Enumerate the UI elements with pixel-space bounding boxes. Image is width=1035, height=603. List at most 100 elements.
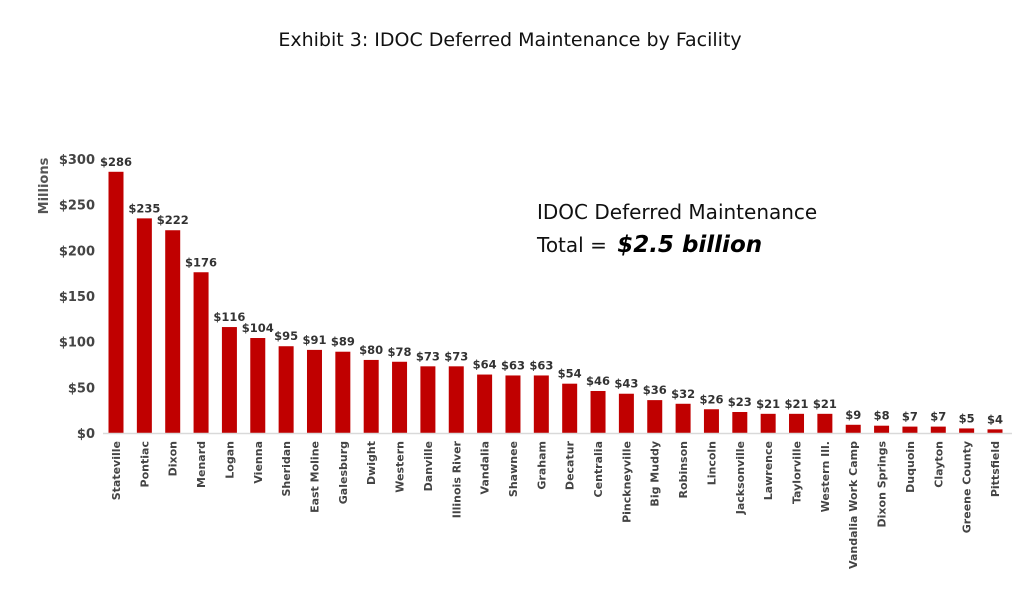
bar [335, 351, 351, 433]
value-label: $23 [728, 395, 752, 409]
value-label: $64 [473, 358, 497, 372]
annotation-line2: Total = $2.5 billion [536, 232, 762, 258]
value-label: $8 [874, 409, 890, 423]
bar [874, 425, 890, 433]
value-label: $286 [100, 155, 132, 169]
value-label: $5 [959, 411, 975, 425]
value-label: $32 [671, 387, 695, 401]
value-label: $9 [845, 408, 861, 422]
bar [732, 411, 748, 433]
bar [987, 429, 1003, 433]
x-tick-label: Centralia [592, 441, 605, 497]
x-tick-label: Vandalia Work Camp [847, 441, 860, 569]
y-axis-label: Millions [37, 157, 52, 214]
value-label: $43 [614, 377, 638, 391]
y-tick-label: $150 [59, 290, 95, 305]
value-label: $80 [359, 343, 383, 357]
bar [562, 383, 578, 433]
y-tick-label: $100 [59, 336, 95, 351]
x-tick-label: Pinckneyville [620, 441, 633, 523]
x-tick-label: Dixon Springs [876, 441, 889, 528]
annotation-prefix: Total = [536, 233, 613, 257]
value-label: $7 [930, 410, 946, 424]
bar [902, 426, 918, 433]
x-tick-label: Vandalia [479, 441, 492, 494]
bar [760, 413, 776, 433]
value-label: $36 [643, 383, 667, 397]
value-label: $116 [213, 310, 245, 324]
x-tick-label: Galesburg [337, 441, 350, 504]
x-tick-label: Taylorville [791, 441, 804, 504]
value-label: $95 [274, 329, 298, 343]
bar [533, 375, 549, 433]
x-tick-label: Lawrence [762, 441, 775, 500]
bar [136, 218, 152, 433]
x-tick-label: Dixon [167, 441, 180, 476]
y-tick-label: $50 [68, 381, 95, 396]
x-tick-label: Illinois River [450, 440, 463, 518]
annotation-total: $2.5 billion [617, 232, 762, 258]
bar [647, 400, 663, 433]
x-tick-label: East Moline [308, 441, 321, 513]
value-label: $73 [444, 349, 468, 363]
y-tick-label: $250 [59, 199, 95, 214]
x-tick-label: Decatur [564, 440, 577, 490]
value-label: $7 [902, 410, 918, 424]
value-label: $54 [558, 367, 582, 381]
bar [505, 375, 521, 433]
bar [250, 338, 266, 433]
annotation-line1: IDOC Deferred Maintenance [537, 200, 817, 224]
value-label: $63 [501, 358, 525, 372]
bar [477, 374, 493, 433]
value-label: $21 [756, 397, 780, 411]
bars: $286 Stateville $235 Pontiac $222 Dixon $176 Me… [100, 155, 1003, 569]
bar [193, 272, 209, 433]
value-label: $63 [529, 358, 553, 372]
x-tick-label: Big Muddy [649, 441, 662, 507]
y-tick-label: $200 [59, 244, 95, 259]
value-label: $104 [242, 321, 274, 335]
bar [959, 428, 975, 433]
x-tick-label: Danville [422, 441, 435, 491]
value-label: $91 [302, 333, 326, 347]
x-tick-label: Western [394, 441, 407, 493]
x-tick-label: Logan [223, 441, 236, 479]
y-tick-label: $0 [77, 427, 95, 442]
value-label: $89 [331, 335, 355, 349]
y-tick-label: $300 [59, 153, 95, 168]
value-label: $26 [699, 392, 723, 406]
bar [108, 171, 124, 433]
x-tick-label: Pontiac [138, 441, 151, 487]
bar [363, 359, 379, 433]
x-tick-label: Vienna [252, 441, 265, 484]
value-label: $176 [185, 255, 217, 269]
x-tick-label: Duquoin [904, 441, 917, 493]
bar [930, 426, 946, 433]
bar [278, 346, 294, 433]
y-axis: $0 $50 $100 $150 $200 $250 $300 [59, 153, 95, 442]
bar [221, 327, 237, 433]
value-label: $235 [128, 201, 160, 215]
bar [392, 361, 408, 433]
value-label: $222 [157, 213, 189, 227]
x-tick-label: Lincoln [705, 441, 718, 485]
chart-title: Exhibit 3: IDOC Deferred Maintenance by … [278, 29, 741, 51]
x-tick-label: Western Ill. [819, 441, 832, 512]
bar [448, 366, 464, 433]
x-tick-label: Menard [195, 441, 208, 488]
bar [165, 230, 181, 433]
value-label: $4 [987, 412, 1003, 426]
x-tick-label: Shawnee [507, 441, 520, 497]
value-label: $78 [388, 345, 412, 359]
bar [590, 390, 606, 433]
value-label: $46 [586, 374, 610, 388]
x-tick-label: Greene County [961, 441, 974, 533]
x-tick-label: Graham [535, 441, 548, 490]
x-tick-label: Pittsfield [989, 441, 1002, 497]
bar [420, 366, 436, 433]
x-tick-label: Clayton [932, 441, 945, 488]
x-tick-label: Sheridan [280, 441, 293, 497]
bar [675, 403, 691, 433]
x-tick-label: Stateville [110, 441, 123, 500]
